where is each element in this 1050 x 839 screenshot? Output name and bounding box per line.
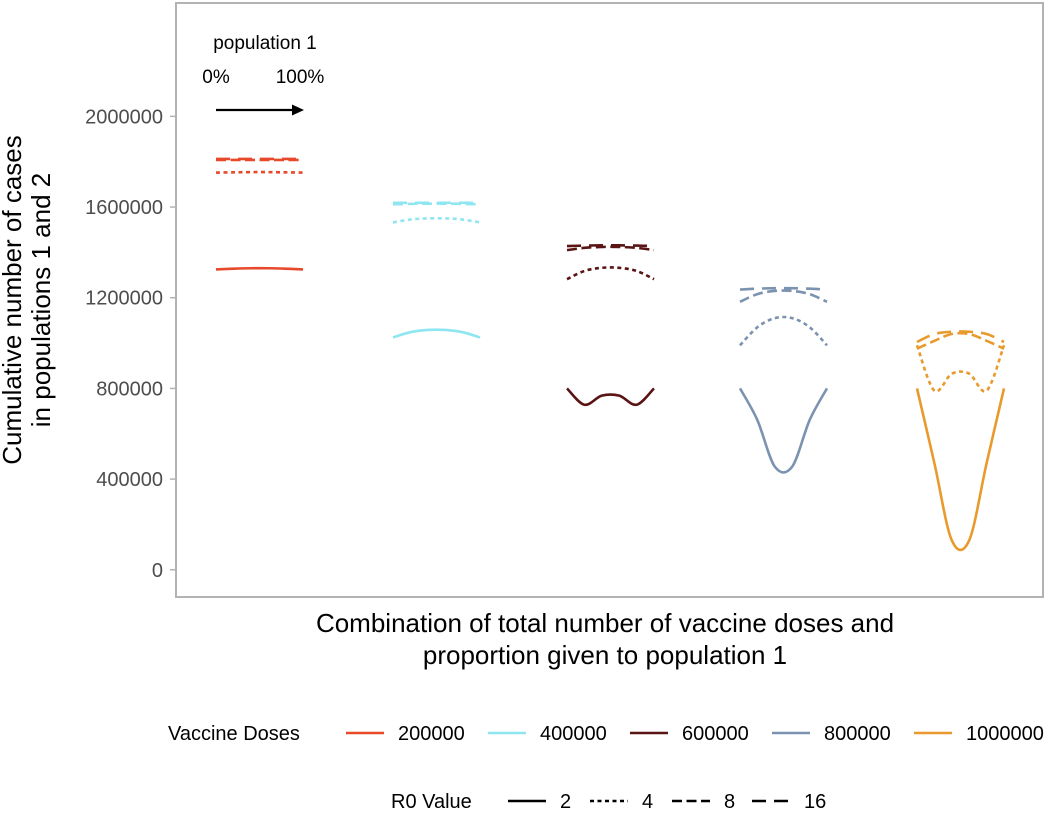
y-tick-label: 400000 bbox=[96, 469, 163, 491]
series-line-1000000-r0-8 bbox=[916, 331, 1005, 350]
series-line-400000-r0-8 bbox=[392, 202, 481, 206]
legend-label-600000: 600000 bbox=[682, 723, 749, 745]
legend-linetype-title: R0 Value bbox=[391, 791, 472, 813]
series-line-200000-r0-2 bbox=[215, 266, 304, 271]
legend-label-1000000: 1000000 bbox=[966, 723, 1044, 745]
series-line-1000000-r0-2 bbox=[915, 388, 1006, 552]
y-tick-label: 2000000 bbox=[85, 106, 163, 128]
series-line-400000-r0-4 bbox=[392, 216, 481, 224]
y-axis-title-line1: Cumulative number of cases bbox=[0, 135, 27, 464]
legend-label-r0-2: 2 bbox=[560, 791, 571, 813]
legend-label-r0-16: 16 bbox=[804, 791, 826, 813]
x-axis-title-line1: Combination of total number of vaccine d… bbox=[316, 608, 894, 638]
legend-label-800000: 800000 bbox=[824, 723, 891, 745]
annotation-arrow bbox=[216, 104, 304, 116]
legend-color-title: Vaccine Doses bbox=[168, 723, 300, 745]
legend-linetypes: 2 4 8 16 bbox=[508, 791, 826, 813]
x-axis-title-line2: proportion given to population 1 bbox=[423, 640, 787, 670]
legend-label-r0-4: 4 bbox=[642, 791, 653, 813]
series-line-400000-r0-2 bbox=[392, 328, 481, 339]
annotation-left-label: 0% bbox=[202, 67, 230, 88]
data-curves bbox=[215, 157, 1006, 552]
series-line-600000-r0-2 bbox=[566, 387, 655, 407]
annotation-right-label: 100% bbox=[276, 67, 325, 88]
y-tick-label: 0 bbox=[152, 560, 163, 582]
plot-panel bbox=[175, 2, 1044, 598]
y-tick-label: 800000 bbox=[96, 378, 163, 400]
y-tick-label: 1200000 bbox=[85, 288, 163, 310]
series-line-600000-r0-8 bbox=[566, 245, 655, 252]
series-line-800000-r0-8 bbox=[739, 289, 828, 303]
legend-label-400000: 400000 bbox=[540, 723, 607, 745]
series-line-800000-r0-4 bbox=[739, 315, 828, 347]
y-axis-title-line2: in populations 1 and 2 bbox=[26, 173, 56, 427]
legend-label-200000: 200000 bbox=[398, 723, 465, 745]
legend-colors: 200000 400000 600000 800000 1000000 bbox=[346, 723, 1044, 745]
series-line-1000000-r0-4 bbox=[915, 344, 1006, 393]
y-tick-label: 1600000 bbox=[85, 197, 163, 219]
series-line-1000000-r0-16 bbox=[916, 330, 1005, 344]
series-line-600000-r0-16 bbox=[566, 244, 655, 248]
series-line-600000-r0-4 bbox=[566, 266, 655, 281]
legend-label-r0-8: 8 bbox=[724, 791, 735, 813]
y-axis: 0 400000 800000 1200000 1600000 2000000 bbox=[85, 106, 176, 582]
series-line-800000-r0-16 bbox=[739, 286, 828, 291]
annotation-title: population 1 bbox=[213, 33, 317, 54]
series-line-800000-r0-2 bbox=[738, 387, 829, 474]
